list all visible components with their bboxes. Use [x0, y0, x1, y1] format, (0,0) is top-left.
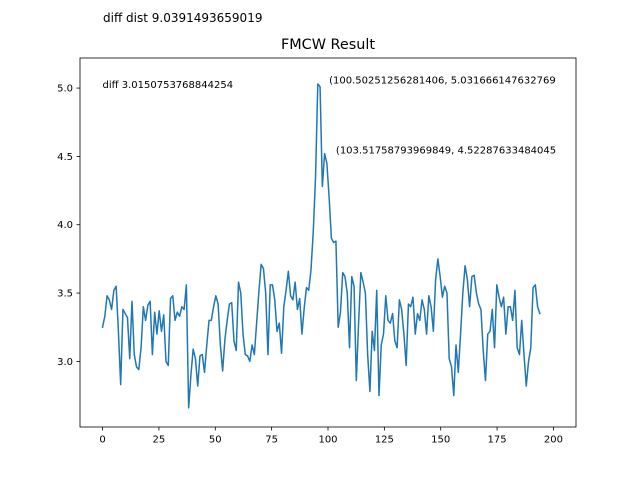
annotation-text: (100.50251256281406, 5.031666147632769 [329, 76, 556, 87]
y-tick-label: 5.0 [57, 84, 73, 95]
series-line [101, 83, 541, 409]
annotation-text: (103.51758793969849, 4.52287633484045 [336, 145, 556, 156]
y-tick-label: 4.5 [57, 152, 73, 163]
x-tick-label: 75 [265, 435, 278, 446]
plot-frame [79, 57, 577, 428]
y-tick-label: 3.0 [57, 357, 73, 368]
x-tick-label: 50 [209, 435, 222, 446]
chart-title: FMCW Result [281, 37, 375, 53]
x-tick-label: 200 [544, 435, 563, 446]
y-tick-label: 3.5 [57, 289, 73, 300]
x-tick-label: 175 [488, 435, 507, 446]
y-tick-label: 4.0 [57, 220, 73, 231]
annotation-text: diff 3.0150753768844254 [103, 80, 234, 91]
x-tick-label: 0 [99, 435, 105, 446]
x-tick-label: 125 [375, 435, 394, 446]
x-axis: 0 25 50 75 100 125 150 175 200 [99, 427, 563, 446]
x-tick-label: 100 [318, 435, 337, 446]
y-axis: 3.0 3.5 4.0 4.5 5.0 [57, 84, 80, 368]
diff-dist-text: diff dist 9.0391493659019 [103, 11, 262, 25]
x-tick-label: 150 [431, 435, 450, 446]
annotations: diff 3.0150753768844254 (100.502512562814… [103, 76, 557, 157]
x-tick-label: 25 [153, 435, 166, 446]
